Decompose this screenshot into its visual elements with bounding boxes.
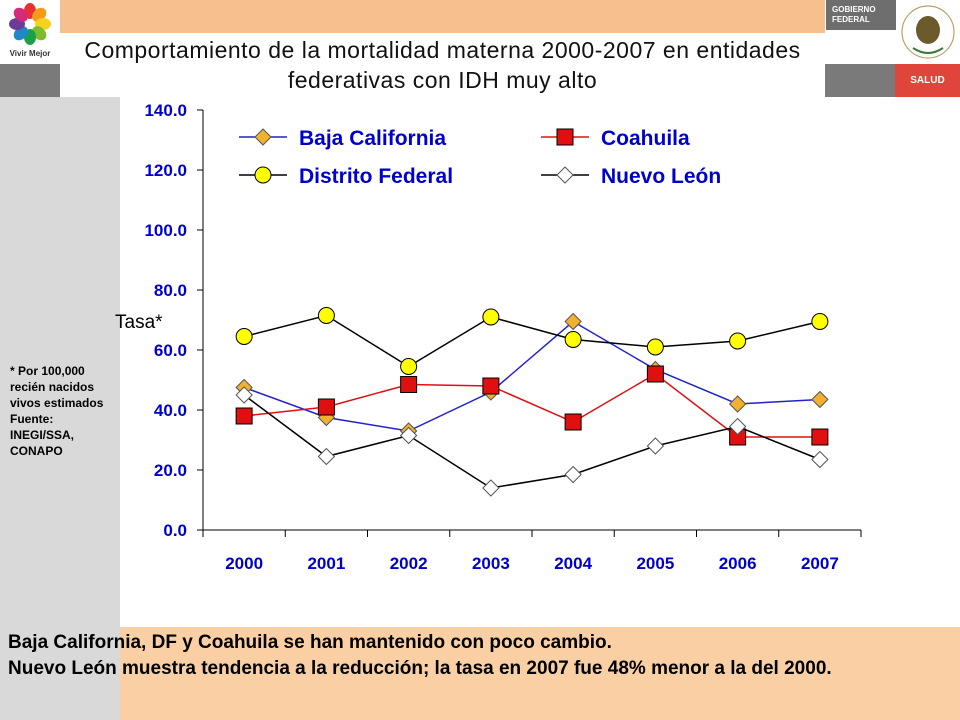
- gov-label: GOBIERNO FEDERAL: [826, 0, 896, 30]
- legend-marker: [556, 166, 574, 184]
- flower-logo-icon: [9, 3, 51, 45]
- summary-line-2: Nuevo León muestra tendencia a la reducc…: [8, 658, 832, 679]
- vivir-mejor-logo: Vivir Mejor: [0, 0, 60, 64]
- y-tick-label: 120.0: [144, 161, 187, 180]
- data-point: [482, 479, 500, 497]
- series-line: [243, 394, 821, 489]
- legend-label: Baja California: [299, 127, 446, 150]
- legend-label: Coahuila: [601, 127, 690, 150]
- x-tick-label: 2005: [636, 554, 674, 573]
- y-axis-label: Tasa*: [115, 312, 163, 333]
- data-point: [482, 308, 500, 326]
- data-point: [564, 413, 582, 431]
- data-point: [646, 338, 664, 356]
- y-tick-label: 0.0: [163, 521, 187, 540]
- bottom-left-panel: [0, 627, 120, 720]
- legend-marker: [254, 166, 272, 184]
- data-point: [811, 313, 829, 330]
- y-tick-label: 40.0: [154, 401, 187, 420]
- x-tick-label: 2007: [801, 554, 839, 573]
- data-point: [399, 426, 418, 445]
- page-title: Comportamiento de la mortalidad materna …: [84, 37, 801, 93]
- series-line: [243, 320, 820, 432]
- data-point: [235, 407, 253, 425]
- line-chart: 0.0 20.0 40.0 60.0 80.0 100.0 120.0 140.0 2000 20…: [115, 101, 862, 573]
- x-tick-label: 2000: [225, 554, 263, 573]
- summary-text: Baja California, DF y Coahuila se han ma…: [8, 630, 950, 682]
- title-box: [60, 33, 825, 97]
- data-point: [400, 376, 418, 393]
- bottom-band: [0, 627, 960, 720]
- legend-marker: [556, 128, 574, 146]
- side-panel: [0, 97, 120, 720]
- salud-label: SALUD: [895, 64, 960, 97]
- data-point: [728, 395, 747, 413]
- data-point: [729, 332, 747, 350]
- y-tick-label: 100.0: [144, 221, 187, 240]
- series-line: [244, 373, 820, 438]
- data-point: [811, 450, 829, 469]
- x-tick-label: 2006: [719, 554, 757, 573]
- legend-label: Distrito Federal: [299, 165, 453, 188]
- data-point: [235, 328, 253, 345]
- data-point: [564, 465, 582, 484]
- y-tick-label: 20.0: [154, 461, 187, 480]
- legend-label: Nuevo León: [601, 165, 721, 188]
- y-tick-label: 80.0: [154, 281, 187, 300]
- y-tick-label: 140.0: [144, 101, 187, 120]
- data-point: [317, 307, 335, 324]
- logo-caption: Vivir Mejor: [9, 49, 51, 58]
- data-point: [482, 377, 500, 395]
- data-point: [317, 398, 335, 416]
- data-point: [646, 437, 665, 455]
- x-tick-label: 2001: [307, 554, 345, 573]
- data-point: [811, 428, 829, 446]
- summary-line-1: Baja California, DF y Coahuila se han ma…: [8, 632, 612, 653]
- coat-of-arms-icon: [901, 5, 955, 59]
- data-point: [317, 447, 336, 466]
- data-point: [564, 312, 582, 331]
- data-point: [811, 390, 829, 409]
- legend-marker: [254, 128, 272, 146]
- x-tick-label: 2002: [390, 554, 428, 573]
- source-note: * Por 100,000 recién nacidos vivos estim…: [10, 364, 104, 458]
- data-point: [400, 358, 418, 375]
- data-point: [728, 417, 747, 436]
- series-line: [243, 314, 821, 368]
- data-point: [235, 386, 253, 404]
- data-point: [564, 331, 582, 348]
- x-tick-label: 2003: [472, 554, 510, 573]
- data-point: [646, 365, 664, 383]
- x-tick-label: 2004: [554, 554, 592, 573]
- y-tick-label: 60.0: [154, 341, 187, 360]
